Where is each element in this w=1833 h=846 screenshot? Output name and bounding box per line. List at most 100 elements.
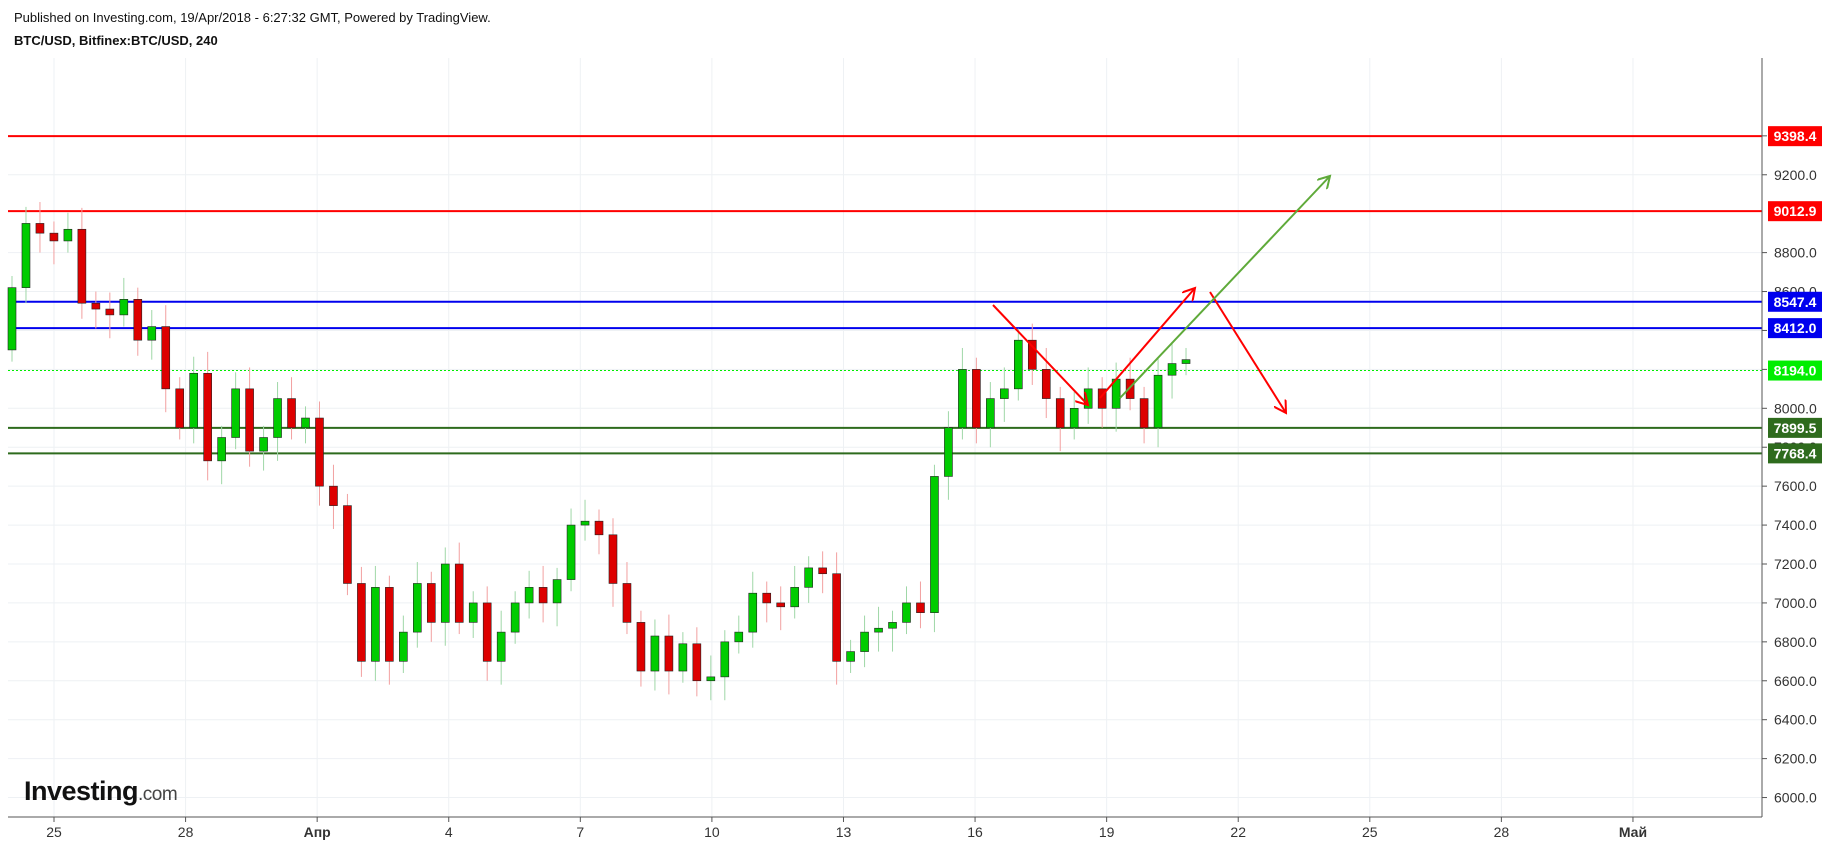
candle-up	[944, 427, 953, 477]
published-note: Published on Investing.com, 19/Apr/2018 …	[14, 10, 491, 25]
candle-up	[1167, 363, 1177, 376]
candle-up	[566, 524, 576, 580]
candle-down	[594, 520, 604, 536]
y-tick-label: 6600.0	[1774, 673, 1817, 689]
candle-down	[538, 587, 548, 604]
horizontal-levels	[8, 135, 1762, 455]
axis-frame	[8, 58, 1763, 818]
red-arrow-drop	[1209, 291, 1286, 413]
y-tick-label: 6800.0	[1774, 634, 1817, 650]
y-tick-label: 7200.0	[1774, 556, 1817, 572]
y-tick-label: 6000.0	[1774, 790, 1817, 806]
candle-up	[119, 299, 129, 316]
candle-up	[63, 228, 73, 242]
price-axis: 6000.0 6200.0 6400.0 6600.0 6800.0 7000.0 7200…	[1762, 128, 1817, 806]
level-badge-label: 7768.4	[1774, 445, 1817, 461]
candle-up	[552, 579, 562, 604]
x-tick-label: 10	[704, 824, 720, 840]
level-badge	[1768, 201, 1822, 222]
y-tick-label: 7400.0	[1774, 517, 1817, 533]
candle-up	[860, 631, 869, 652]
candle-up	[510, 602, 520, 633]
candle-up	[301, 417, 310, 429]
candle-down	[972, 369, 981, 429]
candle-down	[622, 583, 632, 623]
candle-down	[91, 302, 101, 310]
candle-down	[482, 602, 492, 662]
candle-down	[1139, 398, 1149, 429]
candle-down	[1097, 388, 1107, 409]
y-tick-label: 8800.0	[1774, 245, 1817, 261]
candle-down	[454, 563, 464, 623]
candle-up	[371, 587, 380, 662]
x-tick-label: 19	[1099, 824, 1115, 840]
candle-down	[133, 299, 143, 341]
candle-down	[916, 602, 925, 613]
x-tick-label: 16	[967, 824, 983, 840]
symbol-title: BTC/USD, Bitfinex:BTC/USD, 240	[14, 33, 218, 48]
candle-down	[832, 573, 841, 662]
x-tick-label: 22	[1230, 824, 1246, 840]
x-tick-label: 25	[1362, 824, 1378, 840]
candle-down	[636, 622, 646, 672]
candle-up	[580, 520, 590, 526]
y-tick-label: 9200.0	[1774, 167, 1817, 183]
time-axis: 25 28 Апр 4 7 10 13 16 19 22 25 28 Май	[46, 817, 1647, 840]
candle-up	[958, 369, 967, 429]
candle-down	[35, 223, 45, 234]
x-tick-label: 28	[1494, 824, 1510, 840]
candle-down	[287, 398, 296, 429]
level-badge-label: 8412.0	[1774, 320, 1817, 336]
candle-up	[804, 567, 813, 588]
candle-up	[1083, 388, 1093, 409]
level-badge	[1768, 443, 1822, 464]
red-arrow-down	[992, 304, 1088, 405]
candle-up	[678, 643, 688, 672]
x-tick-label: 4	[445, 824, 453, 840]
candle-down	[608, 534, 618, 584]
candle-up	[650, 635, 660, 672]
candle-up	[846, 651, 855, 662]
candle-down	[49, 232, 59, 242]
candle-up	[496, 631, 506, 662]
level-badge	[1768, 360, 1822, 381]
candle-down	[203, 372, 212, 462]
candle-up	[21, 223, 31, 288]
x-tick-label: Апр	[304, 824, 331, 840]
y-tick-label: 8000.0	[1774, 400, 1817, 416]
candle-down	[762, 592, 772, 604]
candle-down	[1125, 378, 1135, 399]
y-tick-label: 6400.0	[1774, 712, 1817, 728]
candle-up	[1153, 374, 1163, 429]
investing-logo: Investing.com	[24, 776, 178, 807]
green-arrow-target	[1119, 176, 1330, 399]
candle-up	[217, 437, 226, 462]
level-badges: 9398.4 9012.9 8547.4 8412.0 8194.0 7899.5 7768…	[1768, 126, 1822, 464]
grid	[8, 58, 1762, 817]
level-badge-label: 8194.0	[1774, 363, 1817, 379]
candle-down	[385, 587, 394, 662]
candle-down	[343, 505, 352, 584]
y-tick-label: 7600.0	[1774, 478, 1817, 494]
candle-up	[1014, 339, 1023, 390]
candle-down	[1041, 369, 1051, 399]
candle-down	[77, 228, 87, 304]
candle-down	[357, 583, 366, 662]
candle-up	[902, 602, 911, 623]
logo-name: Investing	[24, 776, 139, 806]
candle-up	[189, 372, 198, 429]
forecast-arrows	[992, 176, 1330, 413]
candle-up	[790, 587, 799, 608]
candle-up	[706, 676, 716, 682]
red-arrow-up	[1099, 288, 1195, 399]
candle-down	[245, 388, 254, 452]
x-tick-label: 28	[178, 824, 194, 840]
level-badge	[1768, 318, 1822, 339]
candle-up	[413, 583, 422, 633]
candle-down	[818, 567, 827, 575]
candle-up	[930, 476, 939, 613]
level-badge-label: 8547.4	[1774, 294, 1817, 310]
candle-down	[315, 417, 324, 487]
candle-up	[1181, 359, 1191, 364]
